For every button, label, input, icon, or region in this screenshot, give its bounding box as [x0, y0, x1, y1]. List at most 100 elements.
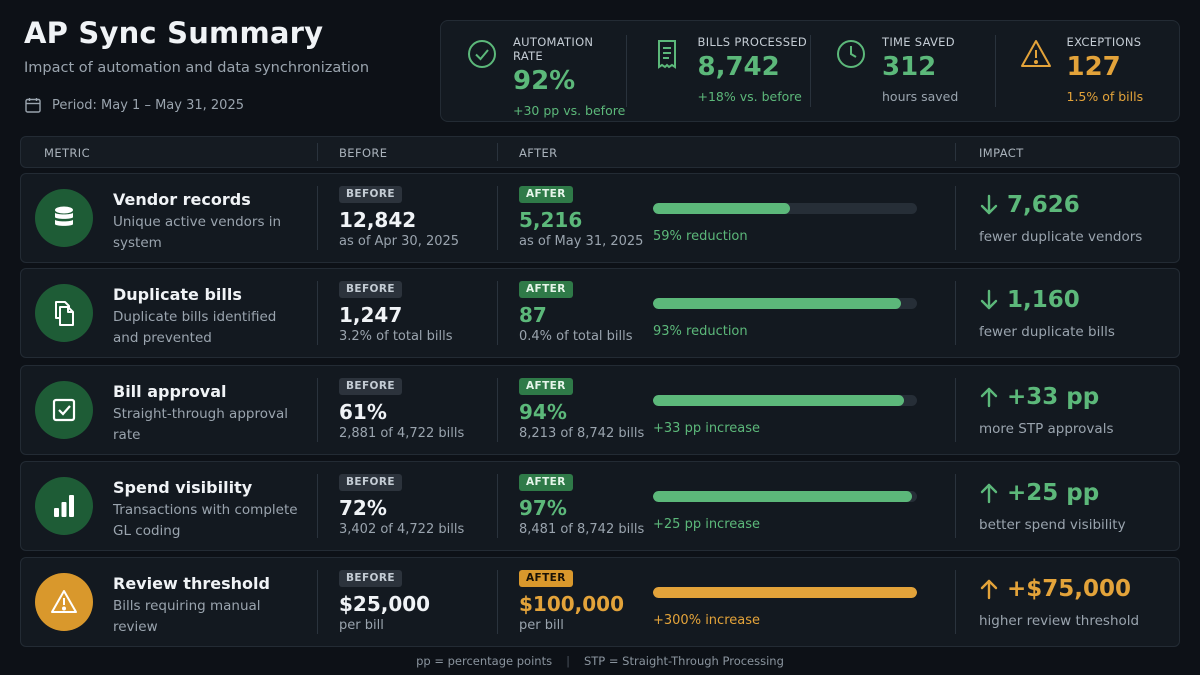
metric-icon-badge — [35, 573, 93, 631]
impact-value: +25 pp — [979, 480, 1099, 506]
progress-fill — [653, 395, 904, 406]
kpi-value: 127 — [1066, 52, 1121, 82]
arrow-up-icon — [980, 483, 998, 504]
kpi-time-saved: TIME SAVED 312 hours saved — [810, 21, 995, 121]
after-value: 97% — [519, 496, 567, 520]
period-label: Period: May 1 – May 31, 2025 — [52, 97, 244, 113]
progress-label: +33 pp increase — [653, 421, 760, 436]
after-badge: AFTER — [519, 570, 573, 587]
metric-description: Unique active vendors in system — [113, 214, 282, 251]
column-header-after: AFTER — [519, 146, 558, 160]
kpi-value: 312 — [882, 52, 937, 82]
kpi-value: 8,742 — [697, 52, 780, 82]
kpi-automation-rate: AUTOMATION RATE 92% +30 pp vs. before — [441, 21, 626, 121]
table-header: METRIC BEFORE AFTER IMPACT — [20, 136, 1180, 168]
progress-track — [653, 395, 917, 406]
kpi-label: AUTOMATION RATE — [513, 35, 594, 63]
progress-fill — [653, 203, 791, 214]
progress-track — [653, 203, 917, 214]
before-badge: BEFORE — [339, 186, 402, 203]
kpi-sub: +30 pp vs. before — [513, 103, 626, 119]
impact-subtext: better spend visibility — [979, 517, 1126, 533]
metric-icon-badge — [35, 381, 93, 439]
footnote-stp: STP = Straight-Through Processing — [583, 654, 784, 668]
metric-description: Bills requiring manual review — [113, 598, 261, 635]
after-badge: AFTER — [519, 281, 573, 298]
arrow-up-icon — [980, 579, 998, 600]
kpi-label: EXCEPTIONS — [1066, 35, 1142, 49]
arrow-down-icon — [980, 289, 998, 310]
metric-title: Bill approval — [113, 382, 227, 401]
table-row[interactable]: Spend visibility Transactions with comple… — [20, 461, 1180, 551]
progress-track — [653, 587, 917, 598]
after-badge: AFTER — [519, 474, 573, 491]
impact-value: +33 pp — [979, 384, 1099, 410]
footer-legend: pp = percentage points | STP = Straight-Th… — [416, 654, 784, 668]
after-badge: AFTER — [519, 186, 573, 203]
before-subtext: 2,881 of 4,722 bills — [339, 426, 465, 441]
progress-fill — [653, 298, 902, 309]
metric-title: Review threshold — [113, 574, 270, 593]
impact-value-text: 7,626 — [1007, 192, 1080, 218]
metric-title: Vendor records — [113, 190, 251, 209]
warning-icon — [1020, 40, 1051, 67]
before-value: $25,000 — [339, 592, 431, 616]
after-subtext: 8,213 of 8,742 bills — [519, 426, 645, 441]
page-title: AP Sync Summary — [24, 16, 324, 50]
page-subtitle: Impact of automation and data synchroniz… — [24, 60, 370, 76]
impact-subtext: fewer duplicate vendors — [979, 229, 1143, 245]
impact-subtext: fewer duplicate bills — [979, 324, 1115, 340]
kpi-sub: hours saved — [882, 89, 959, 105]
impact-value: +$75,000 — [979, 576, 1131, 602]
impact-subtext: higher review threshold — [979, 613, 1140, 629]
period-selector[interactable]: Period: May 1 – May 31, 2025 — [24, 96, 424, 114]
before-value: 61% — [339, 400, 387, 424]
database-icon — [55, 206, 73, 226]
before-badge: BEFORE — [339, 474, 402, 491]
before-badge: BEFORE — [339, 570, 402, 587]
after-subtext: as of May 31, 2025 — [519, 234, 644, 249]
before-value: 12,842 — [339, 208, 417, 232]
before-badge: BEFORE — [339, 378, 402, 395]
after-value: 87 — [519, 303, 547, 327]
before-value: 72% — [339, 496, 387, 520]
checkbox-icon — [52, 398, 76, 422]
kpi-bills-processed: BILLS PROCESSED 8,742 +18% vs. before — [625, 21, 811, 121]
clock-icon — [837, 40, 865, 68]
before-value: 1,247 — [339, 303, 403, 327]
table-row[interactable]: Vendor records Unique active vendors in s… — [20, 173, 1180, 263]
kpi-value: 92% — [513, 66, 576, 96]
metric-description: Straight-through approval rate — [113, 406, 288, 443]
metric-description: Duplicate bills identified and prevented — [113, 309, 277, 346]
progress-fill — [653, 491, 912, 502]
kpi-strip: AUTOMATION RATE 92% +30 pp vs. before BI… — [440, 20, 1180, 122]
check-circle-icon — [468, 40, 496, 68]
header: AP Sync Summary Impact of automation and… — [24, 16, 424, 114]
metric-description: Transactions with complete GL coding — [113, 502, 298, 539]
metric-icon-badge — [35, 477, 93, 535]
kpi-exceptions: EXCEPTIONS 127 1.5% of bills — [994, 21, 1180, 121]
arrow-down-icon — [980, 194, 998, 215]
after-value: 94% — [519, 400, 567, 424]
column-header-metric: METRIC — [44, 146, 91, 160]
impact-value-text: +$75,000 — [1007, 576, 1132, 602]
after-subtext: per bill — [519, 618, 564, 633]
before-subtext: 3.2% of total bills — [339, 329, 453, 344]
after-subtext: 0.4% of total bills — [519, 329, 633, 344]
impact-value-text: 1,160 — [1007, 287, 1080, 313]
table-row[interactable]: Bill approval Straight-through approval r… — [20, 365, 1180, 455]
table-row[interactable]: Review threshold Bills requiring manual r… — [20, 557, 1180, 647]
progress-label: 93% reduction — [653, 324, 748, 339]
progress-label: +300% increase — [653, 613, 760, 628]
metric-title: Spend visibility — [113, 478, 253, 497]
progress-label: 59% reduction — [653, 229, 748, 244]
impact-value: 7,626 — [979, 192, 1080, 218]
impact-subtext: more STP approvals — [979, 421, 1114, 437]
table-row[interactable]: Duplicate bills Duplicate bills identifie… — [20, 268, 1180, 358]
receipt-icon — [657, 40, 676, 69]
before-badge: BEFORE — [339, 281, 402, 298]
impact-value-text: +25 pp — [1007, 480, 1100, 506]
before-subtext: 3,402 of 4,722 bills — [339, 522, 465, 537]
before-subtext: as of Apr 30, 2025 — [339, 234, 460, 249]
column-header-impact: IMPACT — [979, 146, 1024, 160]
